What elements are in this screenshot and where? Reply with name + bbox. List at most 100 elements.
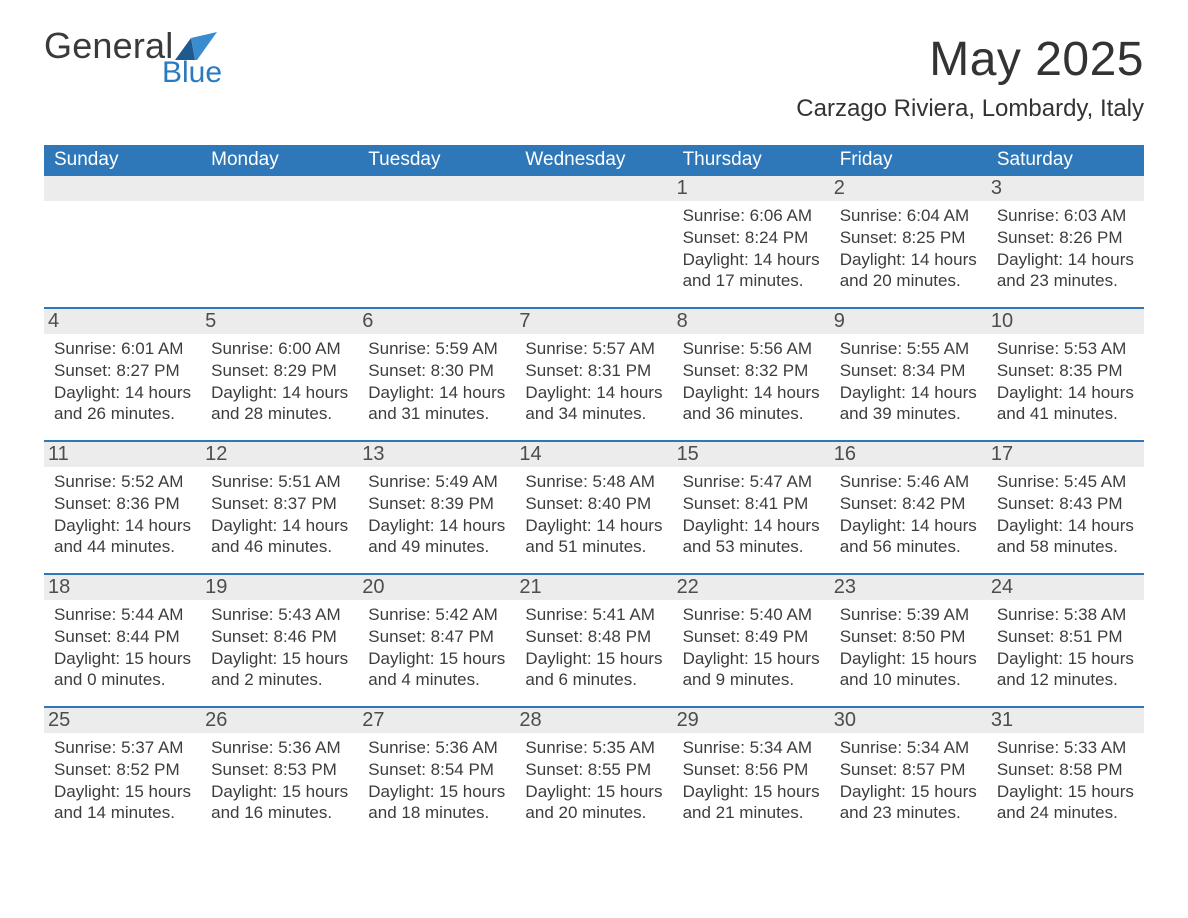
sunrise-line: Sunrise: 5:41 AM xyxy=(525,604,664,626)
sunset-line: Sunset: 8:43 PM xyxy=(997,493,1136,515)
day-cell: 30Sunrise: 5:34 AMSunset: 8:57 PMDayligh… xyxy=(830,708,987,829)
sunrise-line: Sunrise: 6:00 AM xyxy=(211,338,350,360)
sunrise-line: Sunrise: 5:57 AM xyxy=(525,338,664,360)
sunrise-line: Sunrise: 5:53 AM xyxy=(997,338,1136,360)
daylight-line: Daylight: 14 hours and 58 minutes. xyxy=(997,515,1136,559)
sunset-line: Sunset: 8:47 PM xyxy=(368,626,507,648)
weekday-header: Thursday xyxy=(673,145,830,176)
day-cell: 17Sunrise: 5:45 AMSunset: 8:43 PMDayligh… xyxy=(987,442,1144,563)
sunrise-line: Sunrise: 5:36 AM xyxy=(211,737,350,759)
day-cell: 7Sunrise: 5:57 AMSunset: 8:31 PMDaylight… xyxy=(515,309,672,430)
daylight-line: Daylight: 14 hours and 28 minutes. xyxy=(211,382,350,426)
day-cell: 16Sunrise: 5:46 AMSunset: 8:42 PMDayligh… xyxy=(830,442,987,563)
sunrise-line: Sunrise: 6:04 AM xyxy=(840,205,979,227)
daylight-line: Daylight: 14 hours and 44 minutes. xyxy=(54,515,193,559)
daylight-line: Daylight: 14 hours and 26 minutes. xyxy=(54,382,193,426)
sunset-line: Sunset: 8:31 PM xyxy=(525,360,664,382)
sunset-line: Sunset: 8:42 PM xyxy=(840,493,979,515)
day-number: 4 xyxy=(44,309,201,334)
day-body: Sunrise: 5:59 AMSunset: 8:30 PMDaylight:… xyxy=(368,338,507,430)
daylight-line: Daylight: 15 hours and 12 minutes. xyxy=(997,648,1136,692)
day-cell: 6Sunrise: 5:59 AMSunset: 8:30 PMDaylight… xyxy=(358,309,515,430)
day-body xyxy=(525,205,664,297)
day-number: 11 xyxy=(44,442,201,467)
day-body xyxy=(54,205,193,297)
day-cell: 23Sunrise: 5:39 AMSunset: 8:50 PMDayligh… xyxy=(830,575,987,696)
daylight-line: Daylight: 15 hours and 9 minutes. xyxy=(683,648,822,692)
day-cell: 15Sunrise: 5:47 AMSunset: 8:41 PMDayligh… xyxy=(673,442,830,563)
day-cell xyxy=(515,176,672,297)
day-cell: 18Sunrise: 5:44 AMSunset: 8:44 PMDayligh… xyxy=(44,575,201,696)
daylight-line: Daylight: 15 hours and 0 minutes. xyxy=(54,648,193,692)
day-cell: 3Sunrise: 6:03 AMSunset: 8:26 PMDaylight… xyxy=(987,176,1144,297)
day-number: 10 xyxy=(987,309,1144,334)
sunset-line: Sunset: 8:56 PM xyxy=(683,759,822,781)
daylight-line: Daylight: 14 hours and 51 minutes. xyxy=(525,515,664,559)
day-body: Sunrise: 5:41 AMSunset: 8:48 PMDaylight:… xyxy=(525,604,664,696)
day-number: 12 xyxy=(201,442,358,467)
sunset-line: Sunset: 8:53 PM xyxy=(211,759,350,781)
day-number: 30 xyxy=(830,708,987,733)
day-number: 22 xyxy=(673,575,830,600)
day-number: 26 xyxy=(201,708,358,733)
daylight-line: Daylight: 14 hours and 56 minutes. xyxy=(840,515,979,559)
day-number: 15 xyxy=(673,442,830,467)
day-cell: 22Sunrise: 5:40 AMSunset: 8:49 PMDayligh… xyxy=(673,575,830,696)
day-cell xyxy=(201,176,358,297)
day-cell: 4Sunrise: 6:01 AMSunset: 8:27 PMDaylight… xyxy=(44,309,201,430)
sunset-line: Sunset: 8:29 PM xyxy=(211,360,350,382)
daylight-line: Daylight: 14 hours and 46 minutes. xyxy=(211,515,350,559)
sunrise-line: Sunrise: 5:39 AM xyxy=(840,604,979,626)
header-row: General Blue May 2025 Carzago Riviera, L… xyxy=(44,28,1144,137)
week-separator xyxy=(44,297,1144,309)
day-cell: 8 Sunrise: 5:56 AMSunset: 8:32 PMDaylight… xyxy=(673,309,830,430)
sunrise-line: Sunrise: 5:48 AM xyxy=(525,471,664,493)
day-cell: 10Sunrise: 5:53 AMSunset: 8:35 PMDayligh… xyxy=(987,309,1144,430)
sunrise-line: Sunrise: 5:43 AM xyxy=(211,604,350,626)
day-body: Sunrise: 5:43 AMSunset: 8:46 PMDaylight:… xyxy=(211,604,350,696)
day-body: Sunrise: 6:06 AMSunset: 8:24 PMDaylight:… xyxy=(683,205,822,297)
sunrise-line: Sunrise: 5:49 AM xyxy=(368,471,507,493)
day-body xyxy=(211,205,350,297)
day-body: Sunrise: 6:04 AMSunset: 8:25 PMDaylight:… xyxy=(840,205,979,297)
day-body: Sunrise: 5:57 AMSunset: 8:31 PMDaylight:… xyxy=(525,338,664,430)
day-cell: 13Sunrise: 5:49 AMSunset: 8:39 PMDayligh… xyxy=(358,442,515,563)
day-body: Sunrise: 5:49 AMSunset: 8:39 PMDaylight:… xyxy=(368,471,507,563)
weekday-header: Saturday xyxy=(987,145,1144,176)
day-body: Sunrise: 5:34 AMSunset: 8:56 PMDaylight:… xyxy=(683,737,822,829)
sunrise-line: Sunrise: 5:56 AM xyxy=(683,338,822,360)
day-cell: 31Sunrise: 5:33 AMSunset: 8:58 PMDayligh… xyxy=(987,708,1144,829)
sunset-line: Sunset: 8:32 PM xyxy=(683,360,822,382)
daylight-line: Daylight: 14 hours and 39 minutes. xyxy=(840,382,979,426)
sunrise-line: Sunrise: 5:38 AM xyxy=(997,604,1136,626)
day-cell: 24Sunrise: 5:38 AMSunset: 8:51 PMDayligh… xyxy=(987,575,1144,696)
day-body: Sunrise: 5:56 AMSunset: 8:32 PMDaylight:… xyxy=(683,338,822,430)
day-body: Sunrise: 5:33 AMSunset: 8:58 PMDaylight:… xyxy=(997,737,1136,829)
sunrise-line: Sunrise: 5:52 AM xyxy=(54,471,193,493)
day-body: Sunrise: 5:44 AMSunset: 8:44 PMDaylight:… xyxy=(54,604,193,696)
daylight-line: Daylight: 14 hours and 49 minutes. xyxy=(368,515,507,559)
sunrise-line: Sunrise: 5:59 AM xyxy=(368,338,507,360)
day-number: 17 xyxy=(987,442,1144,467)
sunrise-line: Sunrise: 5:42 AM xyxy=(368,604,507,626)
weekday-header: Monday xyxy=(201,145,358,176)
sunrise-line: Sunrise: 5:34 AM xyxy=(840,737,979,759)
day-body: Sunrise: 5:39 AMSunset: 8:50 PMDaylight:… xyxy=(840,604,979,696)
weekday-header: Sunday xyxy=(44,145,201,176)
sunrise-line: Sunrise: 6:03 AM xyxy=(997,205,1136,227)
day-number: 8 xyxy=(673,309,830,334)
sunset-line: Sunset: 8:49 PM xyxy=(683,626,822,648)
calendar-grid: SundayMondayTuesdayWednesdayThursdayFrid… xyxy=(44,145,1144,829)
week-separator xyxy=(44,563,1144,575)
page: General Blue May 2025 Carzago Riviera, L… xyxy=(0,0,1188,918)
sunrise-line: Sunrise: 5:34 AM xyxy=(683,737,822,759)
sunset-line: Sunset: 8:57 PM xyxy=(840,759,979,781)
day-number: 16 xyxy=(830,442,987,467)
day-cell xyxy=(358,176,515,297)
day-body: Sunrise: 5:51 AMSunset: 8:37 PMDaylight:… xyxy=(211,471,350,563)
day-number xyxy=(201,176,358,201)
sunset-line: Sunset: 8:30 PM xyxy=(368,360,507,382)
daylight-line: Daylight: 15 hours and 6 minutes. xyxy=(525,648,664,692)
day-cell: 28Sunrise: 5:35 AMSunset: 8:55 PMDayligh… xyxy=(515,708,672,829)
week-separator xyxy=(44,430,1144,442)
